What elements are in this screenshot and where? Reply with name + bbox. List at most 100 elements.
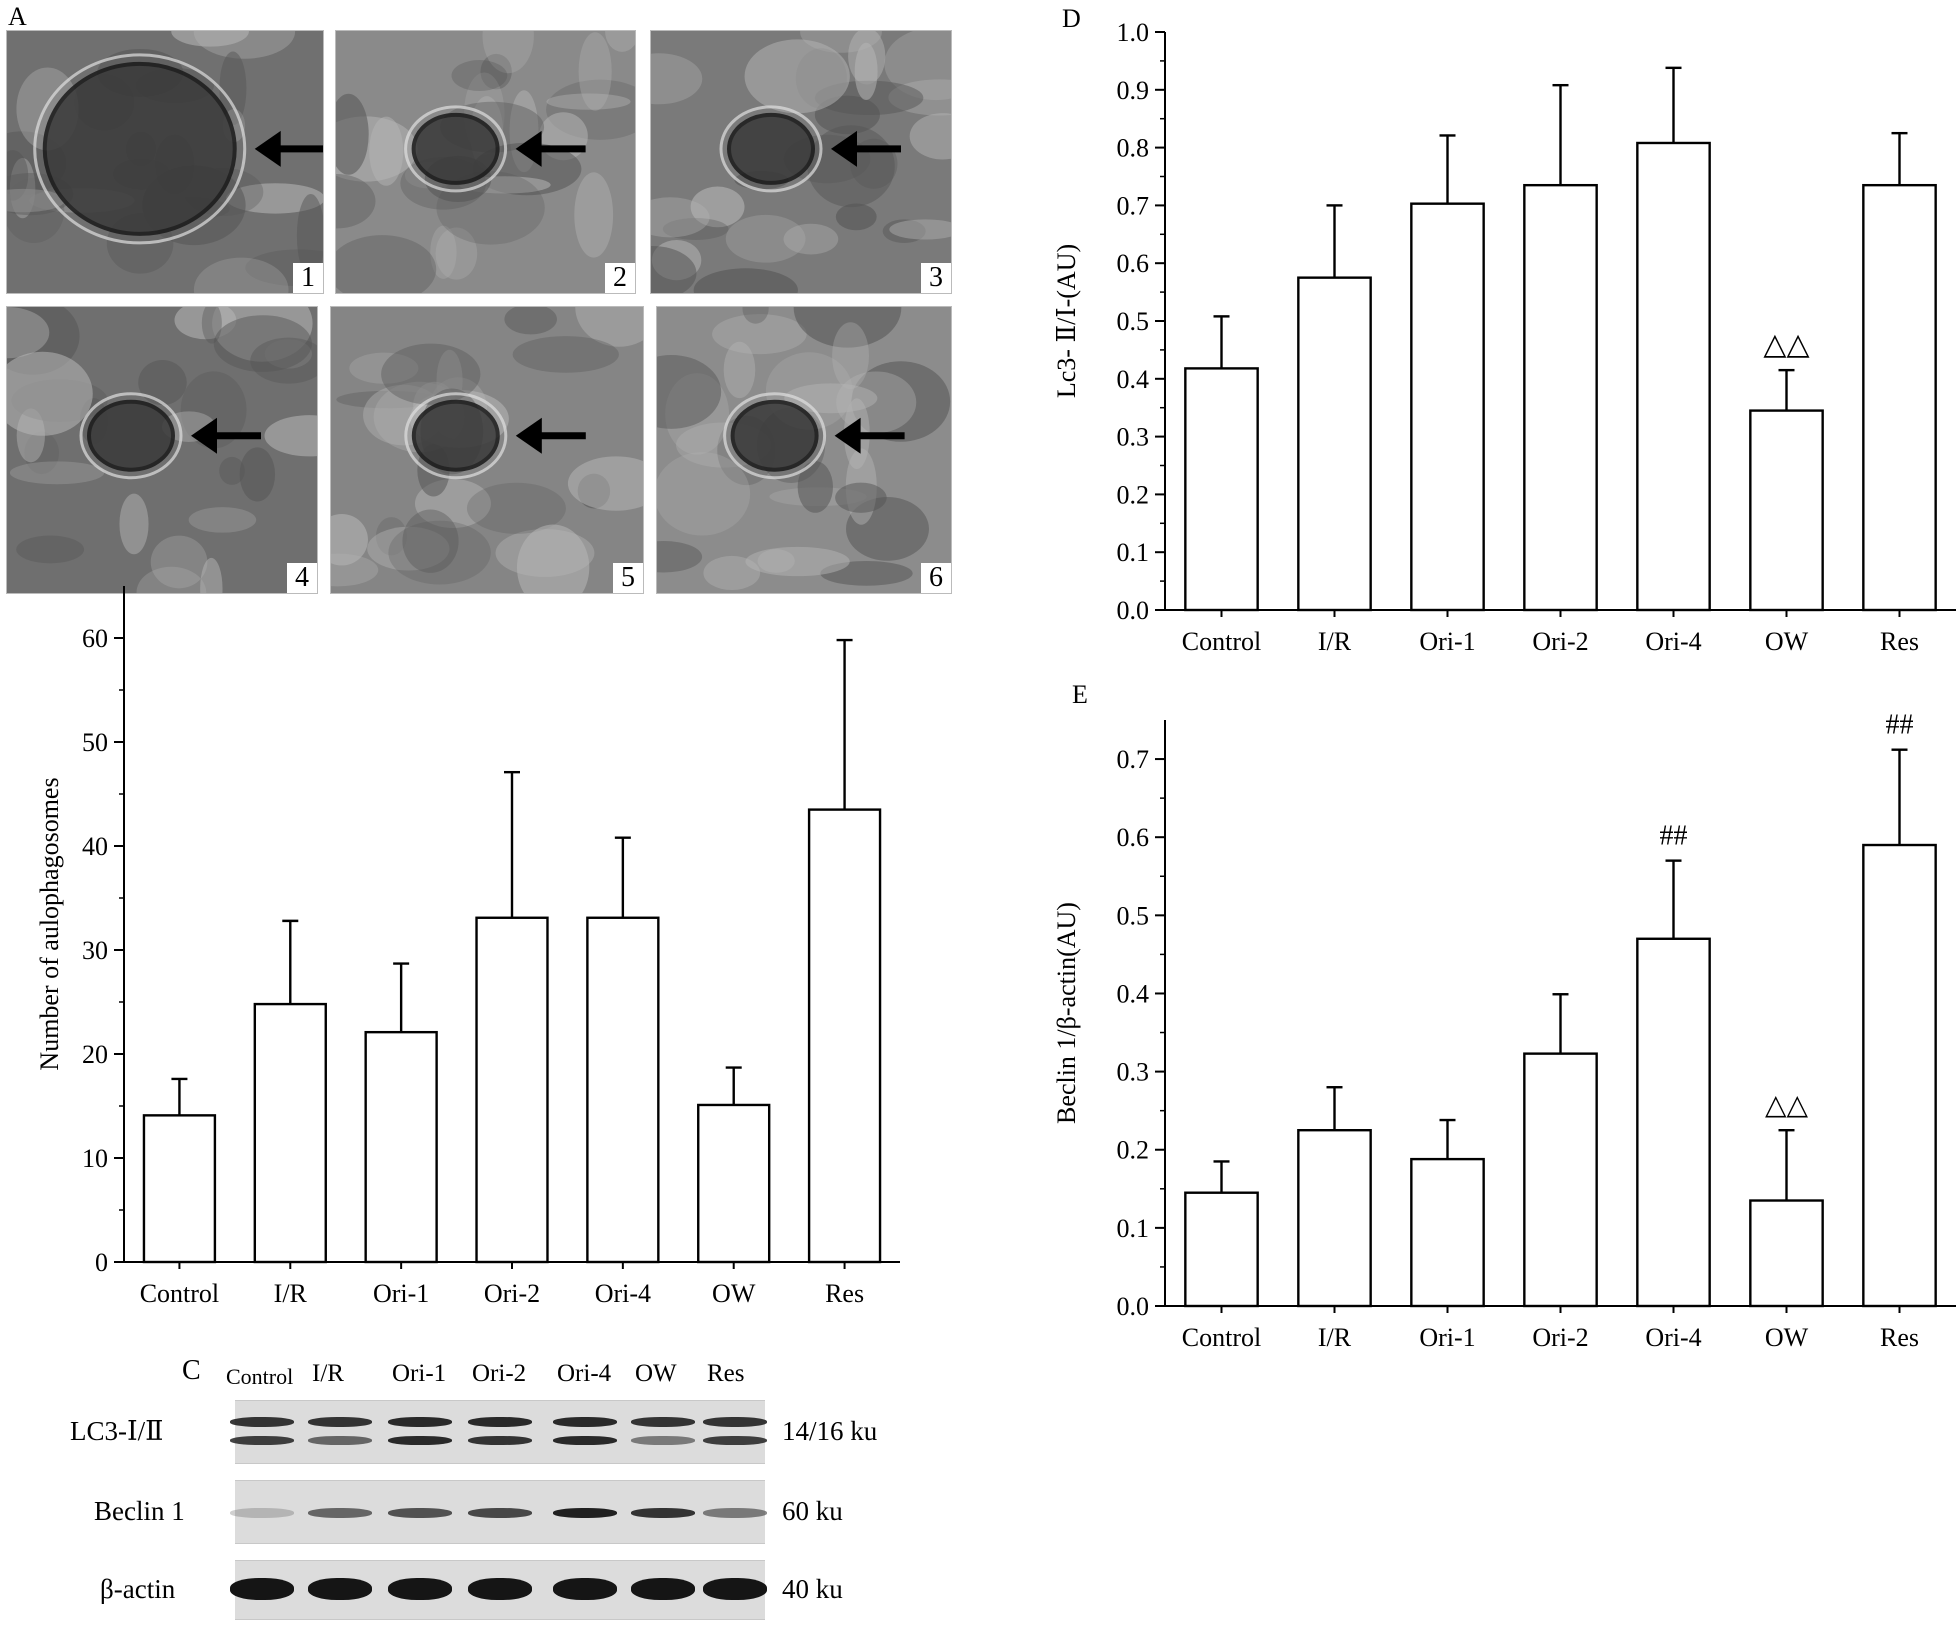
panel-label-c: C bbox=[182, 1355, 201, 1386]
beclin-band bbox=[388, 1508, 452, 1518]
blot-size-label: 60 ku bbox=[782, 1496, 843, 1526]
micrograph-3: 3 bbox=[650, 30, 952, 294]
x-tick-label: Ori-2 bbox=[1532, 627, 1588, 656]
y-tick-label: 0.0 bbox=[1117, 596, 1150, 625]
autophagosome-count-chart: 0 10 20 30 40 50 60 Control I/R Ori-1 Ori-2 Ori-4 OW… bbox=[35, 586, 900, 1308]
lc3-i-band bbox=[230, 1417, 294, 1427]
x-tick-label: Control bbox=[140, 1279, 219, 1308]
significance-annotation: △△ bbox=[1765, 1090, 1809, 1121]
beclin-band bbox=[703, 1508, 767, 1518]
y-tick-label: 50 bbox=[82, 728, 108, 757]
significance-annotation: △△ bbox=[1763, 328, 1809, 361]
bar bbox=[253, 1002, 327, 1264]
bar bbox=[1523, 1052, 1598, 1308]
actin-band bbox=[230, 1578, 294, 1600]
lc3-i-band bbox=[553, 1417, 617, 1427]
micrograph-2: 2 bbox=[335, 30, 636, 294]
y-tick-label: 0.8 bbox=[1117, 134, 1150, 163]
micrograph-number: 1 bbox=[293, 263, 323, 293]
micrograph-number: 3 bbox=[921, 263, 951, 293]
panel-label-a: A bbox=[8, 2, 27, 31]
arrow-icon bbox=[515, 130, 586, 167]
bar bbox=[1862, 843, 1937, 1308]
y-tick-label: 60 bbox=[82, 624, 108, 653]
y-tick-label: 0.0 bbox=[1117, 1292, 1150, 1321]
y-tick-label: 0.7 bbox=[1117, 745, 1150, 774]
bar bbox=[1184, 367, 1259, 612]
lc3-ii-band bbox=[230, 1435, 294, 1445]
bar bbox=[1410, 202, 1485, 612]
blot-lane-label: Res bbox=[707, 1360, 745, 1387]
lc3-i-band bbox=[388, 1417, 452, 1427]
y-axis-label: Number of aulophagosomes bbox=[35, 777, 64, 1070]
micrograph-number: 6 bbox=[921, 563, 951, 593]
bar bbox=[697, 1103, 771, 1264]
y-axis-label: Lc3- Ⅱ/Ⅰ-(AU) bbox=[1052, 244, 1081, 398]
lc3-i-band bbox=[308, 1417, 372, 1427]
x-tick-label: Ori-4 bbox=[1645, 1323, 1701, 1352]
beclin-ratio-chart: 0.0 0.1 0.2 0.3 0.4 0.5 0.6 0.7 Control I/R Ori-1 O… bbox=[1052, 710, 1956, 1352]
blot-lane-label: Ori-2 bbox=[472, 1360, 527, 1387]
blot-lane-label: OW bbox=[635, 1360, 677, 1387]
x-tick-label: Ori-2 bbox=[484, 1279, 540, 1308]
lc3-i-band bbox=[631, 1417, 695, 1427]
y-tick-label: 20 bbox=[82, 1040, 108, 1069]
actin-band bbox=[553, 1578, 617, 1600]
x-tick-label: OW bbox=[1765, 1323, 1809, 1352]
arrow-icon bbox=[834, 417, 905, 454]
y-tick-label: 1.0 bbox=[1117, 18, 1150, 47]
significance-annotation: ## bbox=[1886, 710, 1914, 741]
x-tick-label: I/R bbox=[1318, 1323, 1352, 1352]
x-tick-label: OW bbox=[712, 1279, 756, 1308]
y-tick-label: 0.5 bbox=[1117, 901, 1150, 930]
lc3-ratio-chart: 0.0 0.1 0.2 0.3 0.4 0.5 0.6 0.7 0.8 0.9 1.0 Control… bbox=[1052, 18, 1956, 656]
bar bbox=[1749, 409, 1824, 612]
y-tick-label: 0.2 bbox=[1117, 480, 1150, 509]
actin-band bbox=[631, 1578, 695, 1600]
bar bbox=[1410, 1157, 1485, 1308]
y-tick-label: 0.3 bbox=[1117, 1058, 1150, 1087]
bar bbox=[1636, 141, 1711, 612]
arrow-icon bbox=[515, 417, 586, 454]
micrograph-4: 4 bbox=[6, 306, 318, 594]
micrograph-5: 5 bbox=[330, 306, 644, 594]
actin-band bbox=[468, 1578, 532, 1600]
micrograph-texture bbox=[7, 307, 317, 593]
blot-row-label: Beclin 1 bbox=[94, 1496, 185, 1526]
bar bbox=[1297, 276, 1372, 612]
blot-size-label: 14/16 ku bbox=[782, 1416, 878, 1446]
beclin-band bbox=[230, 1508, 294, 1518]
blot-lane-label: Control bbox=[226, 1364, 294, 1389]
lc3-ii-band bbox=[703, 1435, 767, 1445]
blot-lane-label: Ori-1 bbox=[392, 1360, 447, 1387]
lc3-ii-band bbox=[553, 1435, 617, 1445]
micrograph-1: 1 bbox=[6, 30, 324, 294]
x-tick-label: Ori-1 bbox=[1419, 627, 1475, 656]
lc3-ii-band bbox=[388, 1435, 452, 1445]
beclin-band bbox=[553, 1508, 617, 1518]
blot-strip bbox=[235, 1400, 765, 1464]
blot-row-label: LC3-Ⅰ/Ⅱ bbox=[70, 1416, 164, 1446]
micrograph-number: 4 bbox=[287, 563, 317, 593]
bar bbox=[475, 916, 549, 1264]
x-tick-label: I/R bbox=[274, 1279, 308, 1308]
beclin-band bbox=[468, 1508, 532, 1518]
micrograph-texture bbox=[657, 307, 951, 591]
y-tick-label: 0.1 bbox=[1117, 538, 1150, 567]
micrograph-6: 6 bbox=[656, 306, 952, 594]
x-tick-label: Res bbox=[825, 1279, 864, 1308]
arrow-icon bbox=[191, 417, 261, 454]
y-axis-label: Beclin 1/β-actin(AU) bbox=[1052, 902, 1081, 1124]
y-tick-label: 0.4 bbox=[1117, 979, 1150, 1008]
micrograph-number: 5 bbox=[613, 563, 643, 593]
y-tick-label: 0.7 bbox=[1117, 191, 1150, 220]
lc3-ii-band bbox=[468, 1435, 532, 1445]
bar bbox=[1523, 183, 1598, 612]
beclin-band bbox=[631, 1508, 695, 1518]
y-tick-label: 0.6 bbox=[1117, 249, 1150, 278]
blot-row-label: β-actin bbox=[100, 1574, 176, 1604]
x-tick-label: Ori-1 bbox=[373, 1279, 429, 1308]
actin-band bbox=[703, 1578, 767, 1600]
bar bbox=[1749, 1199, 1824, 1308]
bar bbox=[364, 1030, 438, 1264]
